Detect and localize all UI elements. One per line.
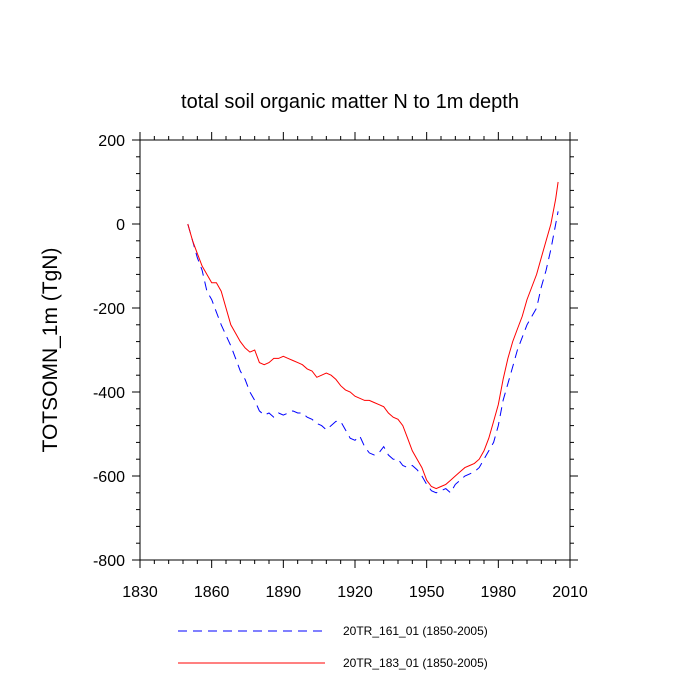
x-tick-label: 1920	[337, 584, 373, 601]
y-tick-label: -200	[93, 301, 125, 318]
axes: 1830 1860 1890 1920 1950 1980 2010 200 0 -200 -400…	[93, 132, 588, 601]
x-tick-label: 1950	[409, 584, 445, 601]
x-tick-label: 2010	[552, 584, 588, 601]
x-tick-label: 1830	[122, 584, 158, 601]
series-layer	[187, 181, 559, 494]
legend-label-1: 20TR_161_01 (1850-2005)	[343, 624, 488, 638]
plot-frame	[139, 139, 571, 561]
series-line-1	[187, 211, 559, 494]
legend: 20TR_161_01 (1850-2005) 20TR_183_01 (1850…	[178, 624, 488, 670]
x-tick-label: 1860	[194, 584, 230, 601]
x-tick-label: 1890	[266, 584, 302, 601]
y-tick-label: -400	[93, 385, 125, 402]
plot-area	[139, 139, 571, 561]
x-tick-label: 1980	[481, 584, 517, 601]
y-tick-label: -600	[93, 469, 125, 486]
y-tick-label: 0	[116, 217, 125, 234]
series-line-2	[187, 181, 559, 490]
legend-label-2: 20TR_183_01 (1850-2005)	[343, 656, 488, 670]
y-tick-label: 200	[98, 133, 125, 150]
chart-title: total soil organic matter N to 1m depth	[181, 91, 519, 113]
y-axis-label: TOTSOMN_1m (TgN)	[39, 248, 62, 453]
y-tick-label: -800	[93, 553, 125, 570]
